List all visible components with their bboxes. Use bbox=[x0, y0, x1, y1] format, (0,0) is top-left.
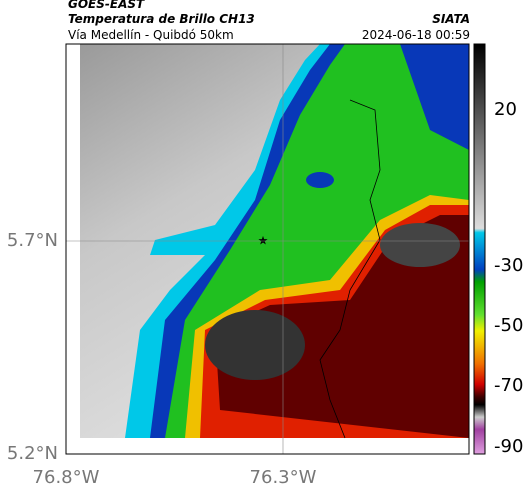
lat-label: 5.7°N bbox=[7, 230, 58, 251]
lat-label: 5.2°N bbox=[7, 443, 58, 464]
title: Temperatura de Brillo CH13 bbox=[68, 12, 255, 26]
colorbar-tick: -70 bbox=[494, 375, 523, 396]
svg-text:★: ★ bbox=[258, 234, 269, 248]
colorbar-tick: -90 bbox=[494, 436, 523, 457]
source: GOES-EAST bbox=[68, 0, 145, 11]
colorbar-tick: -50 bbox=[494, 315, 523, 336]
lon-label: 76.8°W bbox=[33, 467, 100, 488]
lon-label: 76.3°W bbox=[250, 467, 317, 488]
agency: SIATA bbox=[432, 12, 470, 26]
colorbar-tick: -30 bbox=[494, 255, 523, 276]
subtitle: Vía Medellín - Quibdó 50km bbox=[68, 28, 234, 42]
timestamp: 2024-06-18 00:59 bbox=[361, 28, 470, 42]
colorbar-tick: 20 bbox=[494, 99, 517, 120]
